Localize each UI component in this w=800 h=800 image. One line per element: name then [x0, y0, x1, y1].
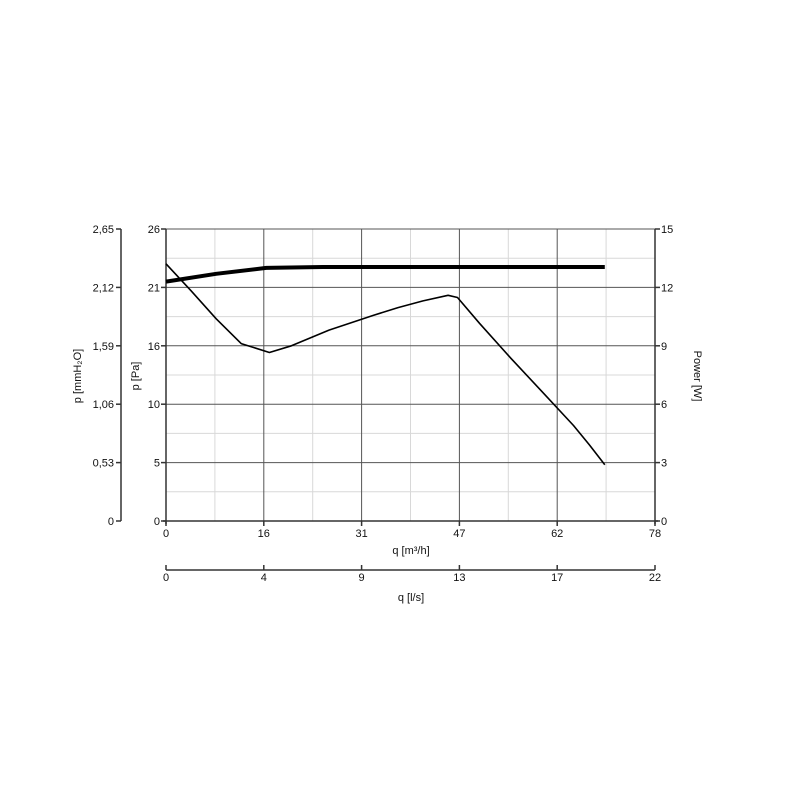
x-secondary-axis-label: q [l/s]: [398, 592, 424, 604]
grid-minor: [166, 229, 655, 521]
x-secondary-tick-label: 17: [551, 572, 563, 584]
y-right-tick-label: 9: [661, 341, 667, 353]
y-left-tick-label: 16: [148, 341, 160, 353]
y-right-tick-label: 6: [661, 399, 667, 411]
y-left-outer-axis-label: p [mmH₂O]: [72, 349, 84, 403]
x-tick-label: 62: [551, 528, 563, 540]
x-secondary-tick-label: 4: [261, 572, 267, 584]
x-tick-label: 47: [453, 528, 465, 540]
y-left-tick-label: 0: [154, 516, 160, 528]
y-left-tick-label: 21: [148, 282, 160, 294]
y-right-axis-label: Power [W]: [691, 351, 703, 402]
x-tick-label: 0: [163, 528, 169, 540]
y-left-outer-tick-label: 2,12: [93, 282, 114, 294]
y-left-outer-tick-label: 0,53: [93, 458, 114, 470]
y-left-outer-tick-label: 2,65: [93, 224, 114, 236]
x-tick-label: 31: [355, 528, 367, 540]
x-secondary-tick-label: 22: [649, 572, 661, 584]
x-tick-label: 78: [649, 528, 661, 540]
y-left-outer-tick-label: 0: [108, 516, 114, 528]
y-left-tick-label: 5: [154, 458, 160, 470]
x-axis-label: q [m³/h]: [392, 545, 429, 557]
x-secondary-tick-label: 13: [453, 572, 465, 584]
x-secondary-tick-label: 9: [359, 572, 365, 584]
y-right-tick-label: 12: [661, 282, 673, 294]
y-right-tick-label: 15: [661, 224, 673, 236]
y-left-outer-tick-label: 1,06: [93, 399, 114, 411]
axes: [116, 228, 660, 571]
y-right-tick-label: 3: [661, 458, 667, 470]
pressure-curve: [165, 263, 606, 466]
x-tick-label: 16: [258, 528, 270, 540]
y-right-tick-label: 0: [661, 516, 667, 528]
y-left-outer-tick-label: 1,59: [93, 341, 114, 353]
grid-major: [166, 228, 655, 521]
x-secondary-tick-label: 0: [163, 572, 169, 584]
y-left-axis-label: p [Pa]: [130, 362, 142, 391]
power-curve: [165, 265, 605, 284]
y-left-tick-label: 10: [148, 399, 160, 411]
series: [165, 263, 606, 466]
y-left-tick-label: 26: [148, 224, 160, 236]
